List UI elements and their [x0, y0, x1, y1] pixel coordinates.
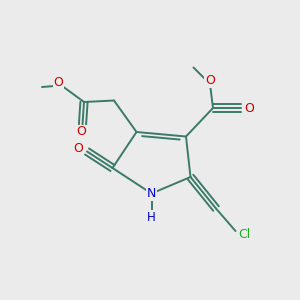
- Text: O: O: [244, 101, 254, 115]
- Text: N: N: [147, 187, 156, 200]
- Text: Cl: Cl: [238, 227, 250, 241]
- Text: H: H: [147, 211, 156, 224]
- Text: O: O: [54, 76, 63, 89]
- Text: O: O: [74, 142, 83, 155]
- Text: O: O: [205, 74, 215, 88]
- Text: O: O: [76, 125, 86, 139]
